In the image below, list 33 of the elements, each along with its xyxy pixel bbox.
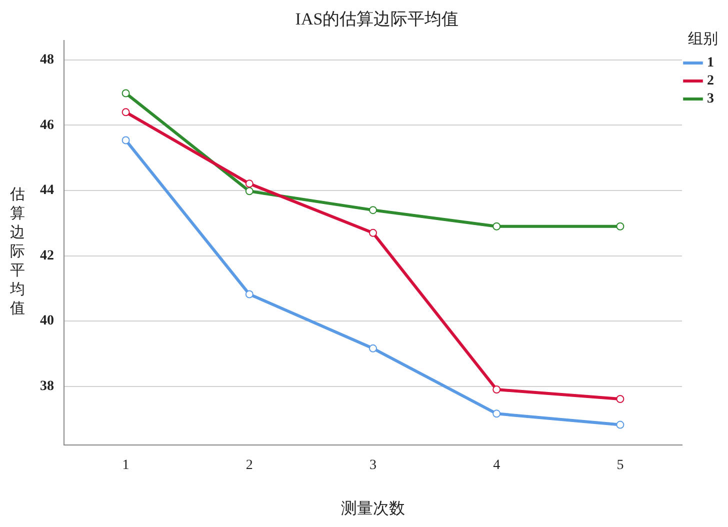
x-tick-label: 2 <box>246 458 253 474</box>
point <box>369 344 377 352</box>
y-tick-label: 38 <box>40 378 54 394</box>
y-tick-label: 42 <box>40 248 54 264</box>
x-tick-label: 5 <box>616 458 624 474</box>
legend-label: 3 <box>707 92 714 107</box>
chart-title: IAS的估算边际平均值 <box>295 10 459 29</box>
point <box>245 290 254 298</box>
legend-title: 组别 <box>688 29 718 48</box>
legend-label: 1 <box>707 56 714 71</box>
point <box>492 410 501 418</box>
y-axis-title: 估算边际平均值 <box>10 185 25 318</box>
x-tick-label: 1 <box>122 458 130 474</box>
x-tick-label: 3 <box>370 458 376 474</box>
x-tick-label: 4 <box>493 458 500 474</box>
point <box>122 89 130 98</box>
point <box>616 420 624 429</box>
point <box>616 394 624 403</box>
point <box>492 386 501 394</box>
legend-label: 2 <box>707 74 714 89</box>
x-axis-title: 测量次数 <box>341 498 405 518</box>
point <box>369 228 377 237</box>
y-tick-label: 44 <box>40 183 54 198</box>
point <box>245 180 254 188</box>
point <box>492 222 501 230</box>
point <box>122 108 130 116</box>
y-tick-label: 40 <box>40 314 54 329</box>
point <box>369 206 377 214</box>
point <box>616 222 624 230</box>
point <box>122 136 130 144</box>
y-tick-label: 48 <box>40 52 54 68</box>
y-tick-label: 46 <box>40 118 54 133</box>
point <box>245 187 254 196</box>
